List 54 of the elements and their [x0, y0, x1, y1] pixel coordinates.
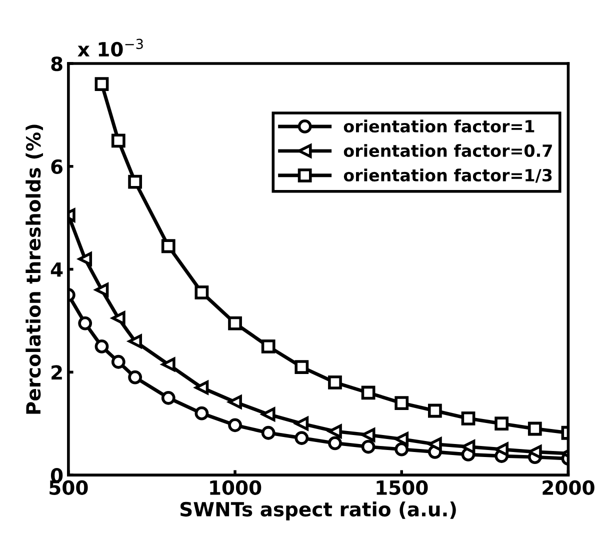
y-tick-label: 4: [50, 262, 63, 277]
legend-label: orientation factor=1: [344, 120, 534, 133]
point: [528, 422, 542, 436]
point: [261, 407, 276, 422]
point: [361, 386, 376, 400]
point: [228, 395, 242, 409]
point: [94, 339, 109, 354]
point: [394, 396, 409, 410]
point: [194, 285, 209, 300]
point: [111, 311, 126, 326]
point: [161, 358, 176, 372]
y-axis-title: Percolation thresholds (%): [26, 124, 43, 414]
point: [428, 404, 442, 418]
point: [94, 77, 109, 92]
point: [78, 316, 92, 330]
point: [194, 406, 209, 420]
x-tick-label: 500: [50, 480, 88, 495]
point: [128, 370, 142, 384]
point: [328, 436, 342, 450]
point: [161, 239, 176, 254]
point: [111, 134, 126, 148]
point: [161, 390, 176, 405]
point: [194, 380, 209, 395]
point: [294, 360, 309, 374]
point: [261, 426, 276, 440]
point: [328, 376, 342, 390]
point: [394, 432, 409, 446]
point: [111, 354, 126, 369]
point: [528, 444, 542, 459]
text: x 10$^{−3}$: [78, 38, 143, 57]
y-tick-label: 2: [52, 365, 62, 380]
point: [294, 431, 309, 445]
point: [78, 252, 92, 266]
legend-label: orientation factor=1/3: [344, 168, 552, 183]
point: [94, 282, 109, 297]
point: [261, 339, 276, 354]
point: [394, 442, 409, 456]
x-tick-label: 2000: [542, 480, 594, 495]
point: [328, 424, 342, 438]
y-tick-label: 6: [51, 159, 63, 174]
x-tick-label: 1500: [376, 480, 428, 495]
legend-label: orientation factor=0.7: [344, 144, 552, 158]
point: [494, 416, 509, 431]
y-tick-label: 8: [51, 56, 62, 72]
x-tick-label: 1000: [210, 480, 262, 495]
point: [228, 316, 242, 330]
point: [128, 174, 142, 189]
point: [461, 412, 476, 426]
point: [361, 440, 376, 454]
point: [361, 428, 376, 442]
x-axis-title: SWNTs aspect ratio (a.u.): [180, 502, 456, 520]
point: [128, 334, 142, 348]
point: [228, 418, 242, 432]
point: [294, 416, 309, 431]
